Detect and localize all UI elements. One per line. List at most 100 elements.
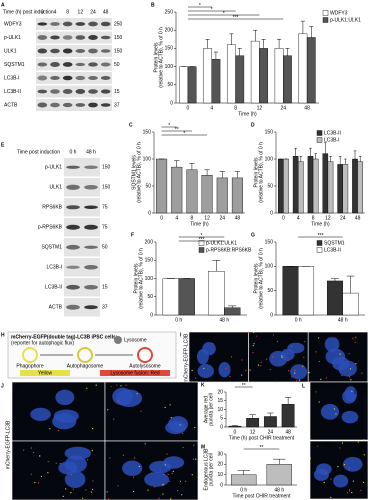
nucleus (324, 336, 340, 353)
row-label: LC3B-I (4, 75, 20, 81)
color-key (100, 370, 170, 376)
puncta (212, 343, 214, 345)
puncta (253, 331, 255, 334)
blot-band (66, 205, 80, 210)
row-label: WDFY3 (4, 21, 22, 27)
x-axis-label: Time (h) (190, 221, 209, 227)
blot-strip (36, 31, 112, 44)
row-label: p-ULK1 (4, 35, 21, 41)
blot-strip (64, 218, 100, 237)
puncta (253, 343, 255, 345)
bar (298, 161, 304, 214)
blot-band (50, 89, 60, 94)
puncta (315, 391, 317, 393)
nucleus (338, 360, 357, 377)
significance-label: *** (199, 237, 205, 243)
blot-band (66, 165, 80, 169)
lysosome-label: Lysosome (124, 337, 147, 343)
tile-label: Untreated (191, 333, 213, 339)
bar (246, 418, 260, 428)
lane-label: 0 (41, 9, 44, 15)
row-label: LC3B-II (45, 285, 62, 291)
puncta (167, 473, 169, 476)
y-axis-label: Average red (203, 396, 209, 423)
y-tick-label: 20 (217, 389, 223, 395)
legend-label: p-ULK1:ULK1 (330, 17, 361, 23)
puncta (172, 470, 174, 472)
puncta (241, 359, 243, 361)
puncta (281, 355, 283, 357)
puncta (346, 492, 349, 494)
bar (231, 177, 243, 214)
puncta (39, 455, 41, 457)
y-tick-label: 50 (145, 183, 151, 189)
bar (312, 158, 319, 214)
puncta (166, 453, 168, 455)
puncta (132, 476, 135, 478)
puncta (23, 449, 25, 451)
panel-label: G (251, 232, 255, 238)
nucleus (53, 409, 79, 423)
nucleus (313, 468, 329, 481)
puncta (34, 481, 36, 484)
puncta (194, 377, 197, 379)
puncta (330, 496, 332, 499)
blot-header: Time (h) post induction (3, 9, 54, 15)
blot-band (66, 184, 80, 190)
puncta (303, 356, 305, 359)
blot-band (50, 22, 60, 26)
y-tick-label: 150 (143, 129, 152, 135)
row-label: SQSTM1 (41, 245, 62, 251)
panel-label: K (201, 382, 205, 388)
puncta (354, 341, 356, 343)
side-label: mCherry-EGFP-LC3B (5, 420, 11, 469)
x-axis-label: Time (h) (311, 221, 330, 227)
puncta (113, 418, 115, 420)
blot-band (100, 89, 111, 94)
puncta (341, 442, 344, 444)
lane-label: 24 (90, 9, 96, 15)
x-tick-label: 0 (282, 215, 285, 221)
y-tick-label: 100 (265, 156, 274, 162)
puncta (291, 345, 293, 348)
tile-label: 0 h (14, 383, 21, 389)
puncta (352, 480, 354, 482)
x-tick-label: 4 (297, 215, 300, 221)
blot-band (84, 284, 98, 290)
nucleus (342, 456, 363, 472)
puncta (192, 458, 195, 460)
puncta (162, 483, 164, 486)
x-tick-label: 4 (210, 105, 213, 111)
panel-label: L (302, 383, 305, 389)
puncta (92, 488, 94, 490)
legend-label: p-ULK1:ULK1 (206, 240, 237, 246)
puncta (182, 446, 184, 449)
bar (266, 464, 292, 486)
blot-band (75, 62, 86, 67)
puncta (281, 356, 283, 358)
x-tick-label: 8 (191, 215, 194, 221)
y-tick-label: 0 (220, 424, 223, 430)
bar (281, 404, 295, 428)
significance-label: * (211, 7, 213, 13)
significance-label: * (199, 3, 201, 9)
blot-strip (36, 72, 112, 84)
y-axis-label: Protein levels (253, 157, 259, 188)
row-label: ACTB (4, 102, 18, 108)
puncta (106, 491, 108, 493)
puncta (133, 490, 135, 493)
mw-marker: 50 (114, 62, 120, 68)
puncta (315, 351, 317, 353)
y-axis-label: (relative to ACTB), % of 0 h (138, 248, 144, 309)
legend-swatch (316, 240, 323, 246)
puncta (87, 459, 89, 461)
blot-band (37, 22, 48, 26)
blot-band (88, 21, 98, 27)
puncta (363, 454, 365, 456)
significance-label: * (223, 11, 225, 17)
x-tick-label: 12 (325, 215, 331, 221)
y-tick-label: 100 (265, 264, 274, 270)
puncta (330, 478, 332, 480)
x-tick-label: 12 (257, 105, 263, 111)
